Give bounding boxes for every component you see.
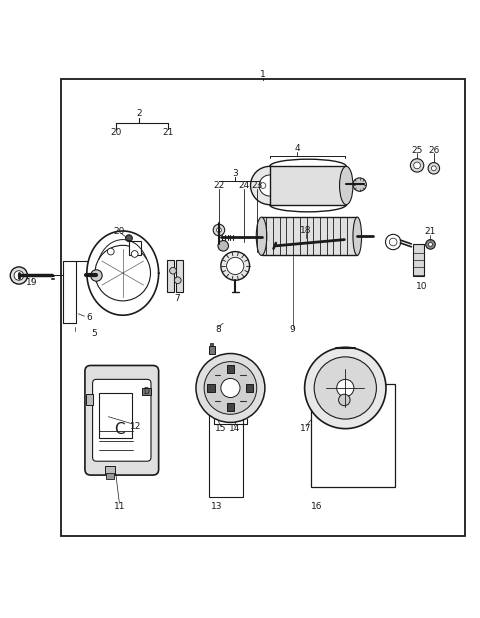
Circle shape	[338, 394, 350, 405]
Bar	[311, 384, 395, 487]
Text: 17: 17	[300, 424, 312, 433]
Bar	[99, 393, 132, 438]
Text: 1: 1	[260, 70, 266, 79]
Circle shape	[132, 251, 138, 257]
Text: 7: 7	[174, 294, 180, 303]
Text: 8: 8	[216, 324, 221, 334]
Text: C: C	[114, 422, 125, 437]
Circle shape	[204, 362, 257, 414]
Ellipse shape	[256, 217, 267, 255]
Bar	[86, 394, 93, 405]
Bar	[105, 467, 115, 474]
Text: 25: 25	[411, 146, 423, 154]
FancyBboxPatch shape	[93, 379, 151, 461]
Bar	[210, 342, 213, 346]
Circle shape	[221, 252, 250, 281]
Text: 22: 22	[213, 181, 225, 190]
Text: 9: 9	[290, 324, 296, 334]
Circle shape	[91, 269, 102, 281]
Text: 5: 5	[91, 329, 97, 339]
Bar	[60, 79, 465, 536]
Text: 3: 3	[232, 169, 238, 178]
Circle shape	[426, 240, 435, 249]
Circle shape	[216, 227, 221, 232]
Bar	[413, 244, 424, 276]
Circle shape	[174, 277, 181, 284]
Text: 16: 16	[311, 502, 323, 510]
Circle shape	[251, 166, 289, 205]
Circle shape	[221, 378, 240, 397]
Circle shape	[169, 268, 176, 274]
Text: 2: 2	[137, 109, 142, 118]
Circle shape	[259, 175, 280, 196]
Bar	[227, 404, 234, 411]
Text: D: D	[144, 387, 150, 396]
Bar	[167, 260, 174, 292]
Text: 10: 10	[416, 282, 428, 290]
Circle shape	[108, 248, 114, 255]
Ellipse shape	[353, 217, 361, 255]
Text: 20: 20	[114, 227, 125, 236]
Text: 21: 21	[163, 129, 174, 137]
Text: 23: 23	[251, 181, 263, 190]
Circle shape	[14, 271, 24, 281]
Circle shape	[414, 162, 420, 169]
Bar	[176, 260, 182, 292]
Text: 21: 21	[425, 227, 436, 236]
Circle shape	[385, 234, 401, 250]
Text: 11: 11	[114, 502, 125, 510]
Circle shape	[410, 159, 424, 172]
Circle shape	[314, 357, 376, 419]
Circle shape	[432, 166, 436, 171]
Circle shape	[260, 183, 266, 188]
Text: 15: 15	[215, 424, 227, 433]
Text: 19: 19	[26, 278, 37, 287]
Bar	[129, 241, 141, 255]
Circle shape	[429, 242, 432, 247]
Text: 26: 26	[428, 146, 440, 154]
Bar	[209, 399, 243, 497]
Bar	[246, 384, 253, 392]
Text: 14: 14	[228, 424, 240, 433]
Bar	[209, 346, 215, 355]
Bar	[227, 365, 234, 373]
Text: 4: 4	[295, 144, 300, 153]
Ellipse shape	[339, 166, 353, 205]
Circle shape	[196, 353, 265, 423]
Circle shape	[10, 267, 27, 284]
FancyBboxPatch shape	[85, 365, 158, 475]
Bar	[270, 166, 346, 205]
Text: 13: 13	[211, 502, 223, 510]
Circle shape	[227, 257, 244, 274]
Bar	[143, 388, 151, 395]
Circle shape	[428, 163, 440, 174]
Bar	[207, 384, 215, 392]
Circle shape	[305, 347, 386, 429]
Text: 12: 12	[130, 421, 141, 431]
Text: 18: 18	[300, 226, 312, 234]
Bar	[106, 473, 114, 479]
Text: 24: 24	[238, 181, 250, 190]
Circle shape	[389, 238, 397, 246]
Circle shape	[218, 240, 228, 251]
Circle shape	[213, 224, 225, 236]
Text: 20: 20	[110, 129, 121, 137]
Text: 6: 6	[86, 313, 92, 322]
Circle shape	[126, 235, 132, 242]
Bar	[262, 217, 357, 255]
Circle shape	[353, 178, 366, 191]
Circle shape	[336, 379, 354, 397]
